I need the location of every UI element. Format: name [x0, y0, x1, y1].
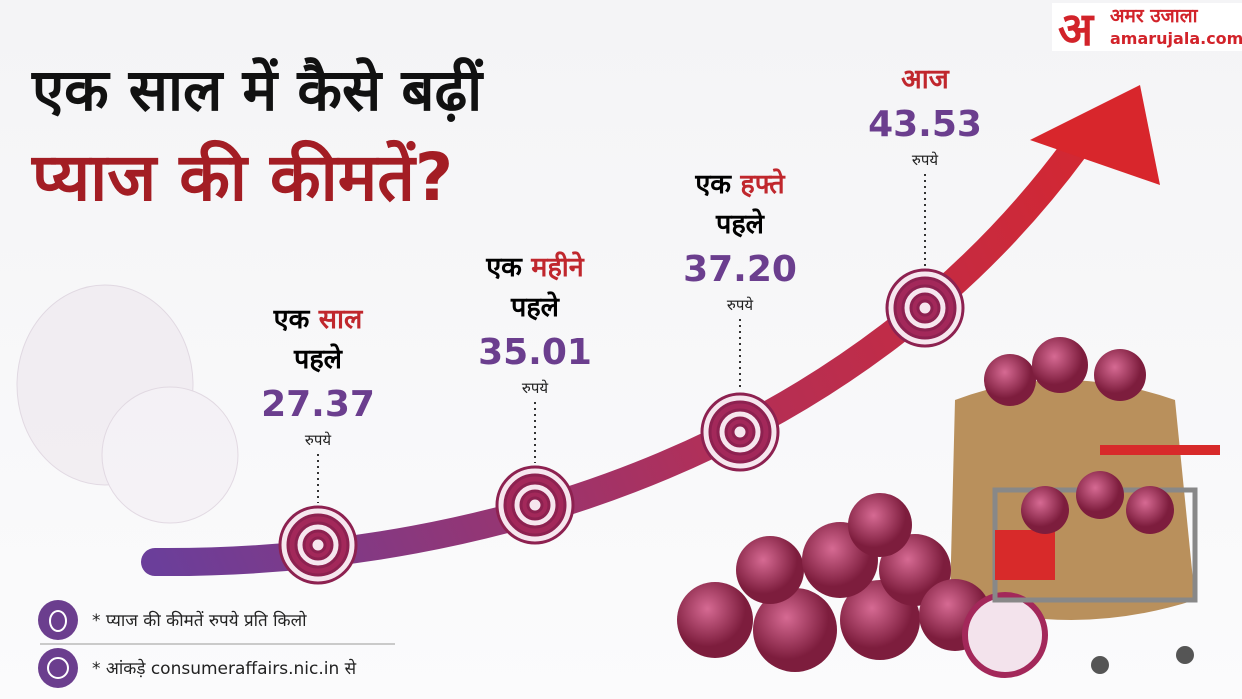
- period-highlight: साल: [318, 304, 363, 335]
- logo-box: [1052, 3, 1242, 51]
- title-line1: एक साल में कैसे बढ़ीं: [32, 56, 483, 124]
- price: 27.37: [261, 384, 375, 425]
- title-line2: प्याज की कीमतें?: [32, 139, 454, 216]
- period-word: एक: [486, 252, 522, 283]
- point-label: एक महीने पहले 35.01 रुपये: [435, 248, 635, 398]
- slice-ring: [526, 496, 544, 514]
- period-word: एक: [273, 304, 310, 335]
- period-label: एक महीने: [435, 248, 635, 288]
- footnote: * आंकड़े consumeraffairs.nic.in से: [92, 659, 357, 679]
- logo-name: अमर उजाला: [1110, 5, 1199, 27]
- footnote: * प्याज की कीमतें रुपये प्रति किलो: [92, 611, 307, 631]
- period-line2: पहले: [294, 344, 342, 375]
- price: 43.53: [868, 104, 982, 145]
- onion-slice: [885, 268, 965, 348]
- point-label: आज 43.53 रुपये: [825, 60, 1025, 170]
- unit: रुपये: [726, 296, 754, 314]
- price: 35.01: [478, 332, 592, 373]
- period-label: आज: [825, 60, 1025, 100]
- onion-sketch: [16, 284, 239, 524]
- price: 37.20: [683, 249, 797, 290]
- slice-ring: [916, 299, 934, 317]
- onion-slice: [495, 465, 575, 545]
- period-label: एक साल: [218, 300, 418, 340]
- period-word: एक: [695, 169, 731, 200]
- logo-mark: अ: [1058, 2, 1095, 56]
- unit: रुपये: [911, 151, 939, 169]
- unit: रुपये: [521, 379, 549, 397]
- slice-ring: [731, 423, 749, 441]
- period-highlight: आज: [901, 64, 949, 95]
- arrow-head: [1030, 85, 1160, 185]
- onion-pile: [677, 337, 1220, 678]
- logo-site: amarujala.com: [1110, 29, 1242, 48]
- onion-slice: [700, 392, 780, 472]
- onion-icon: [38, 600, 78, 640]
- period-highlight: हफ्ते: [740, 169, 785, 200]
- period-highlight: महीने: [531, 252, 584, 283]
- slice-ring: [309, 536, 327, 554]
- period-label: एक हफ्ते: [640, 165, 840, 205]
- onion-slice: [278, 505, 358, 585]
- unit: रुपये: [304, 431, 332, 449]
- point-label: एक साल पहले 27.37 रुपये: [218, 300, 418, 450]
- globe-icon: [38, 648, 78, 688]
- period-line2: पहले: [716, 209, 764, 240]
- period-line2: पहले: [511, 292, 559, 323]
- point-label: एक हफ्ते पहले 37.20 रुपये: [640, 165, 840, 315]
